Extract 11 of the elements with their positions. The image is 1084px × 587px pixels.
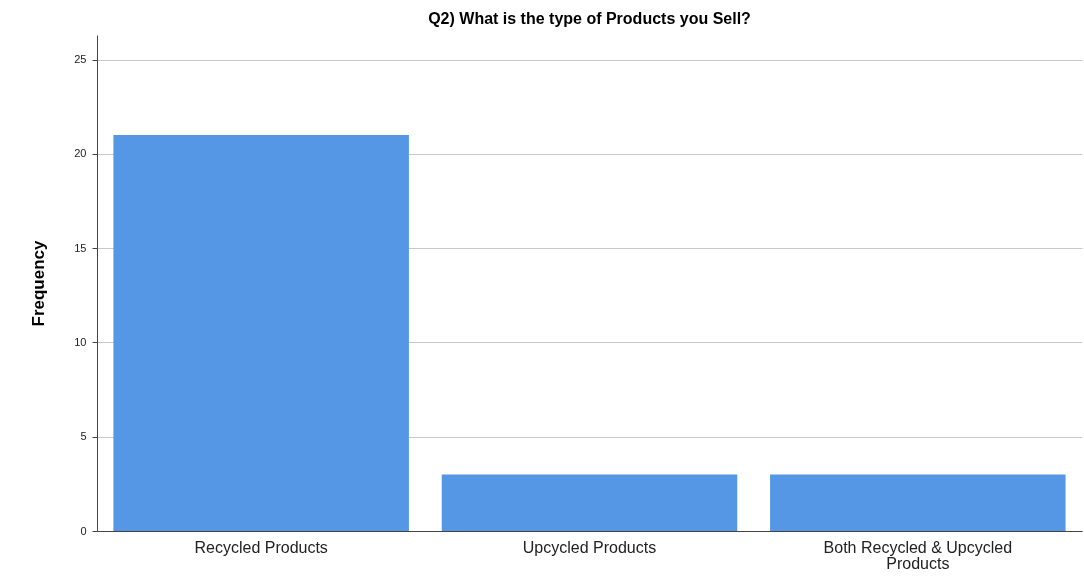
y-tick-label: 25 (74, 53, 87, 66)
y-tick-label: 15 (74, 241, 87, 254)
chart-title: Q2) What is the type of Products you Sell? (428, 10, 751, 27)
x-tick-label: Recycled Products (194, 538, 328, 556)
y-axis-title: Frequency (29, 239, 49, 327)
x-tick-label: Upcycled Products (522, 538, 657, 556)
x-tick-label: Both Recycled & Upcycled Products (823, 538, 1013, 572)
y-tick-label: 0 (80, 524, 87, 537)
y-tick-label: 20 (74, 147, 87, 160)
y-tick-label: 5 (80, 430, 87, 443)
y-tick-label: 10 (74, 335, 87, 348)
